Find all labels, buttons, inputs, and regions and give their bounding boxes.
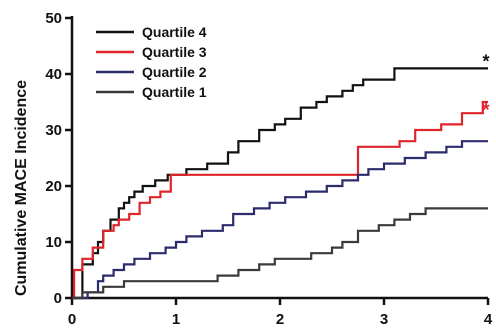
y-tick-label: 0: [54, 290, 62, 307]
legend-label: Quartile 3: [142, 44, 207, 60]
x-tick-label: 1: [172, 311, 180, 328]
y-tick-label: 10: [45, 234, 62, 251]
series-line-quartile-3: [72, 100, 488, 300]
series-layer: **: [72, 51, 490, 300]
y-tick-label: 40: [45, 66, 62, 83]
y-tick-label: 20: [45, 178, 62, 195]
series-line-quartile-1: [72, 207, 488, 300]
legend-label: Quartile 4: [142, 24, 207, 40]
x-tick-label: 3: [380, 311, 388, 328]
significance-marker: *: [482, 100, 489, 120]
y-axis-label: Cumulative MACE Incidence: [13, 80, 30, 296]
legend-label: Quartile 2: [142, 64, 207, 80]
x-tick-label: 2: [276, 311, 284, 328]
series-line-quartile-2: [72, 140, 488, 300]
y-tick-label: 50: [45, 10, 62, 27]
legend: Quartile 4 Quartile 3 Quartile 2 Quartile 1: [96, 24, 207, 100]
y-tick-label: 30: [45, 122, 62, 139]
x-tick-label: 4: [484, 311, 493, 328]
significance-marker: *: [482, 51, 489, 71]
legend-label: Quartile 1: [142, 84, 207, 100]
axes: 0 10 20 30 40 50 0 1 2 3 4: [45, 10, 493, 328]
x-tick-label: 0: [68, 311, 76, 328]
